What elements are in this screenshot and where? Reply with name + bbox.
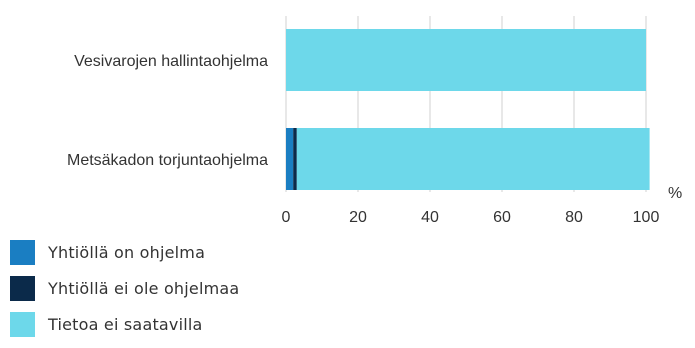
bar-segment xyxy=(296,128,650,190)
bar-segment xyxy=(286,29,646,91)
legend-label: Tietoa ei saatavilla xyxy=(48,315,203,334)
x-tick-label: 60 xyxy=(493,209,511,226)
legend-item: Yhtiöllä ei ole ohjelmaa xyxy=(10,276,239,301)
legend-item: Yhtiöllä on ohjelma xyxy=(10,240,239,265)
bar-segment xyxy=(293,128,297,190)
legend-label: Yhtiöllä on ohjelma xyxy=(48,243,206,262)
legend-swatch xyxy=(10,276,35,301)
x-tick-label: 0 xyxy=(282,209,291,226)
x-tick-label: 80 xyxy=(565,209,583,226)
category-labels: Vesivarojen hallintaohjelma Metsäkadon to… xyxy=(67,53,268,169)
x-tick-label: 40 xyxy=(421,209,439,226)
x-tick-labels: 0 20 40 60 80 100 xyxy=(282,209,660,226)
legend-swatch xyxy=(10,312,35,337)
x-unit-label: % xyxy=(668,185,682,202)
bar-segment xyxy=(286,128,294,190)
legend: Yhtiöllä on ohjelma Yhtiöllä ei ole ohjel… xyxy=(10,240,239,348)
category-label: Metsäkadon torjuntaohjelma xyxy=(67,152,268,169)
legend-swatch xyxy=(10,240,35,265)
bars xyxy=(286,29,650,190)
x-tick-label: 100 xyxy=(633,209,660,226)
legend-item: Tietoa ei saatavilla xyxy=(10,312,239,337)
category-label: Vesivarojen hallintaohjelma xyxy=(74,53,268,70)
bar-chart: Vesivarojen hallintaohjelma Metsäkadon to… xyxy=(67,16,682,226)
x-tick-label: 20 xyxy=(349,209,367,226)
legend-label: Yhtiöllä ei ole ohjelmaa xyxy=(48,279,240,298)
